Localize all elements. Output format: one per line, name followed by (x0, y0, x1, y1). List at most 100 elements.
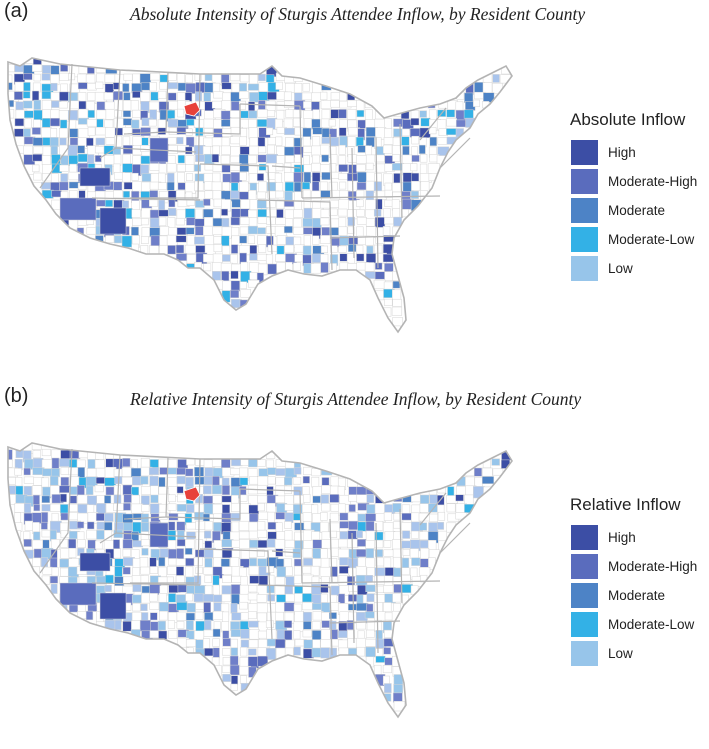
county (302, 217, 313, 227)
county (373, 181, 383, 192)
county (347, 100, 357, 107)
county (312, 235, 320, 245)
county (356, 155, 367, 164)
county (401, 557, 410, 569)
county (392, 289, 402, 301)
county (312, 172, 321, 183)
county (364, 575, 374, 583)
county (203, 566, 215, 575)
county (175, 217, 185, 226)
county (230, 675, 239, 685)
county (185, 612, 195, 621)
county (13, 91, 23, 100)
county (240, 576, 248, 586)
county (230, 629, 242, 638)
county (168, 629, 178, 639)
legend-swatch (570, 139, 599, 166)
legend-item-moderate-low: Moderate-Low (570, 225, 697, 254)
county (23, 82, 31, 92)
county (231, 575, 243, 583)
county (249, 145, 259, 156)
county (258, 244, 267, 253)
county (222, 611, 230, 623)
panel-letter: (a) (4, 0, 29, 22)
county (140, 603, 148, 611)
county (347, 216, 355, 226)
county (320, 593, 328, 603)
county (257, 459, 266, 467)
county (446, 128, 457, 136)
county (338, 245, 347, 253)
county (104, 477, 116, 487)
county (248, 190, 257, 200)
county (168, 494, 176, 503)
county (294, 593, 304, 603)
county (150, 612, 158, 621)
county (239, 181, 249, 193)
county (32, 137, 43, 146)
county (113, 539, 120, 551)
county (293, 467, 302, 475)
county (248, 611, 257, 620)
county (366, 603, 374, 613)
county (122, 145, 134, 155)
legend-item-moderate: Moderate (570, 581, 697, 610)
county (213, 244, 223, 253)
county (293, 513, 301, 521)
county (204, 575, 212, 583)
county (157, 127, 166, 135)
county (121, 235, 133, 248)
county (256, 594, 267, 603)
county (275, 611, 284, 621)
county (230, 512, 242, 522)
county (419, 110, 427, 118)
county (330, 100, 340, 108)
county (410, 163, 418, 172)
county (42, 146, 52, 157)
county (221, 235, 230, 247)
county (149, 475, 159, 488)
county (113, 484, 121, 496)
county (177, 172, 185, 183)
state-border (239, 103, 301, 107)
county (166, 540, 177, 550)
county (393, 128, 403, 137)
county (257, 503, 265, 512)
county (275, 136, 283, 146)
county (265, 647, 277, 660)
county (167, 172, 175, 183)
county (23, 73, 33, 81)
county (221, 245, 231, 255)
county (285, 566, 293, 576)
legend-item-high: High (570, 523, 697, 552)
county (222, 630, 230, 639)
county (59, 458, 71, 467)
county (122, 566, 131, 575)
county (203, 128, 214, 136)
county (267, 263, 278, 275)
county (99, 592, 127, 620)
county (464, 494, 474, 505)
county (320, 144, 331, 156)
legend-item-moderate-low: Moderate-Low (570, 610, 697, 639)
county (168, 198, 176, 208)
county (328, 208, 338, 216)
legend-swatch (570, 553, 599, 580)
state-border (399, 123, 403, 219)
county (285, 137, 294, 148)
county (382, 208, 391, 219)
state-border (329, 235, 401, 239)
county (384, 217, 394, 225)
county (114, 235, 123, 244)
county (283, 118, 294, 129)
county (294, 611, 305, 623)
county (266, 585, 275, 594)
county (321, 172, 331, 180)
county (267, 594, 276, 602)
county (212, 217, 223, 227)
county (384, 657, 393, 666)
county (203, 92, 211, 102)
county (383, 137, 395, 145)
county (339, 181, 347, 190)
county (303, 639, 314, 649)
